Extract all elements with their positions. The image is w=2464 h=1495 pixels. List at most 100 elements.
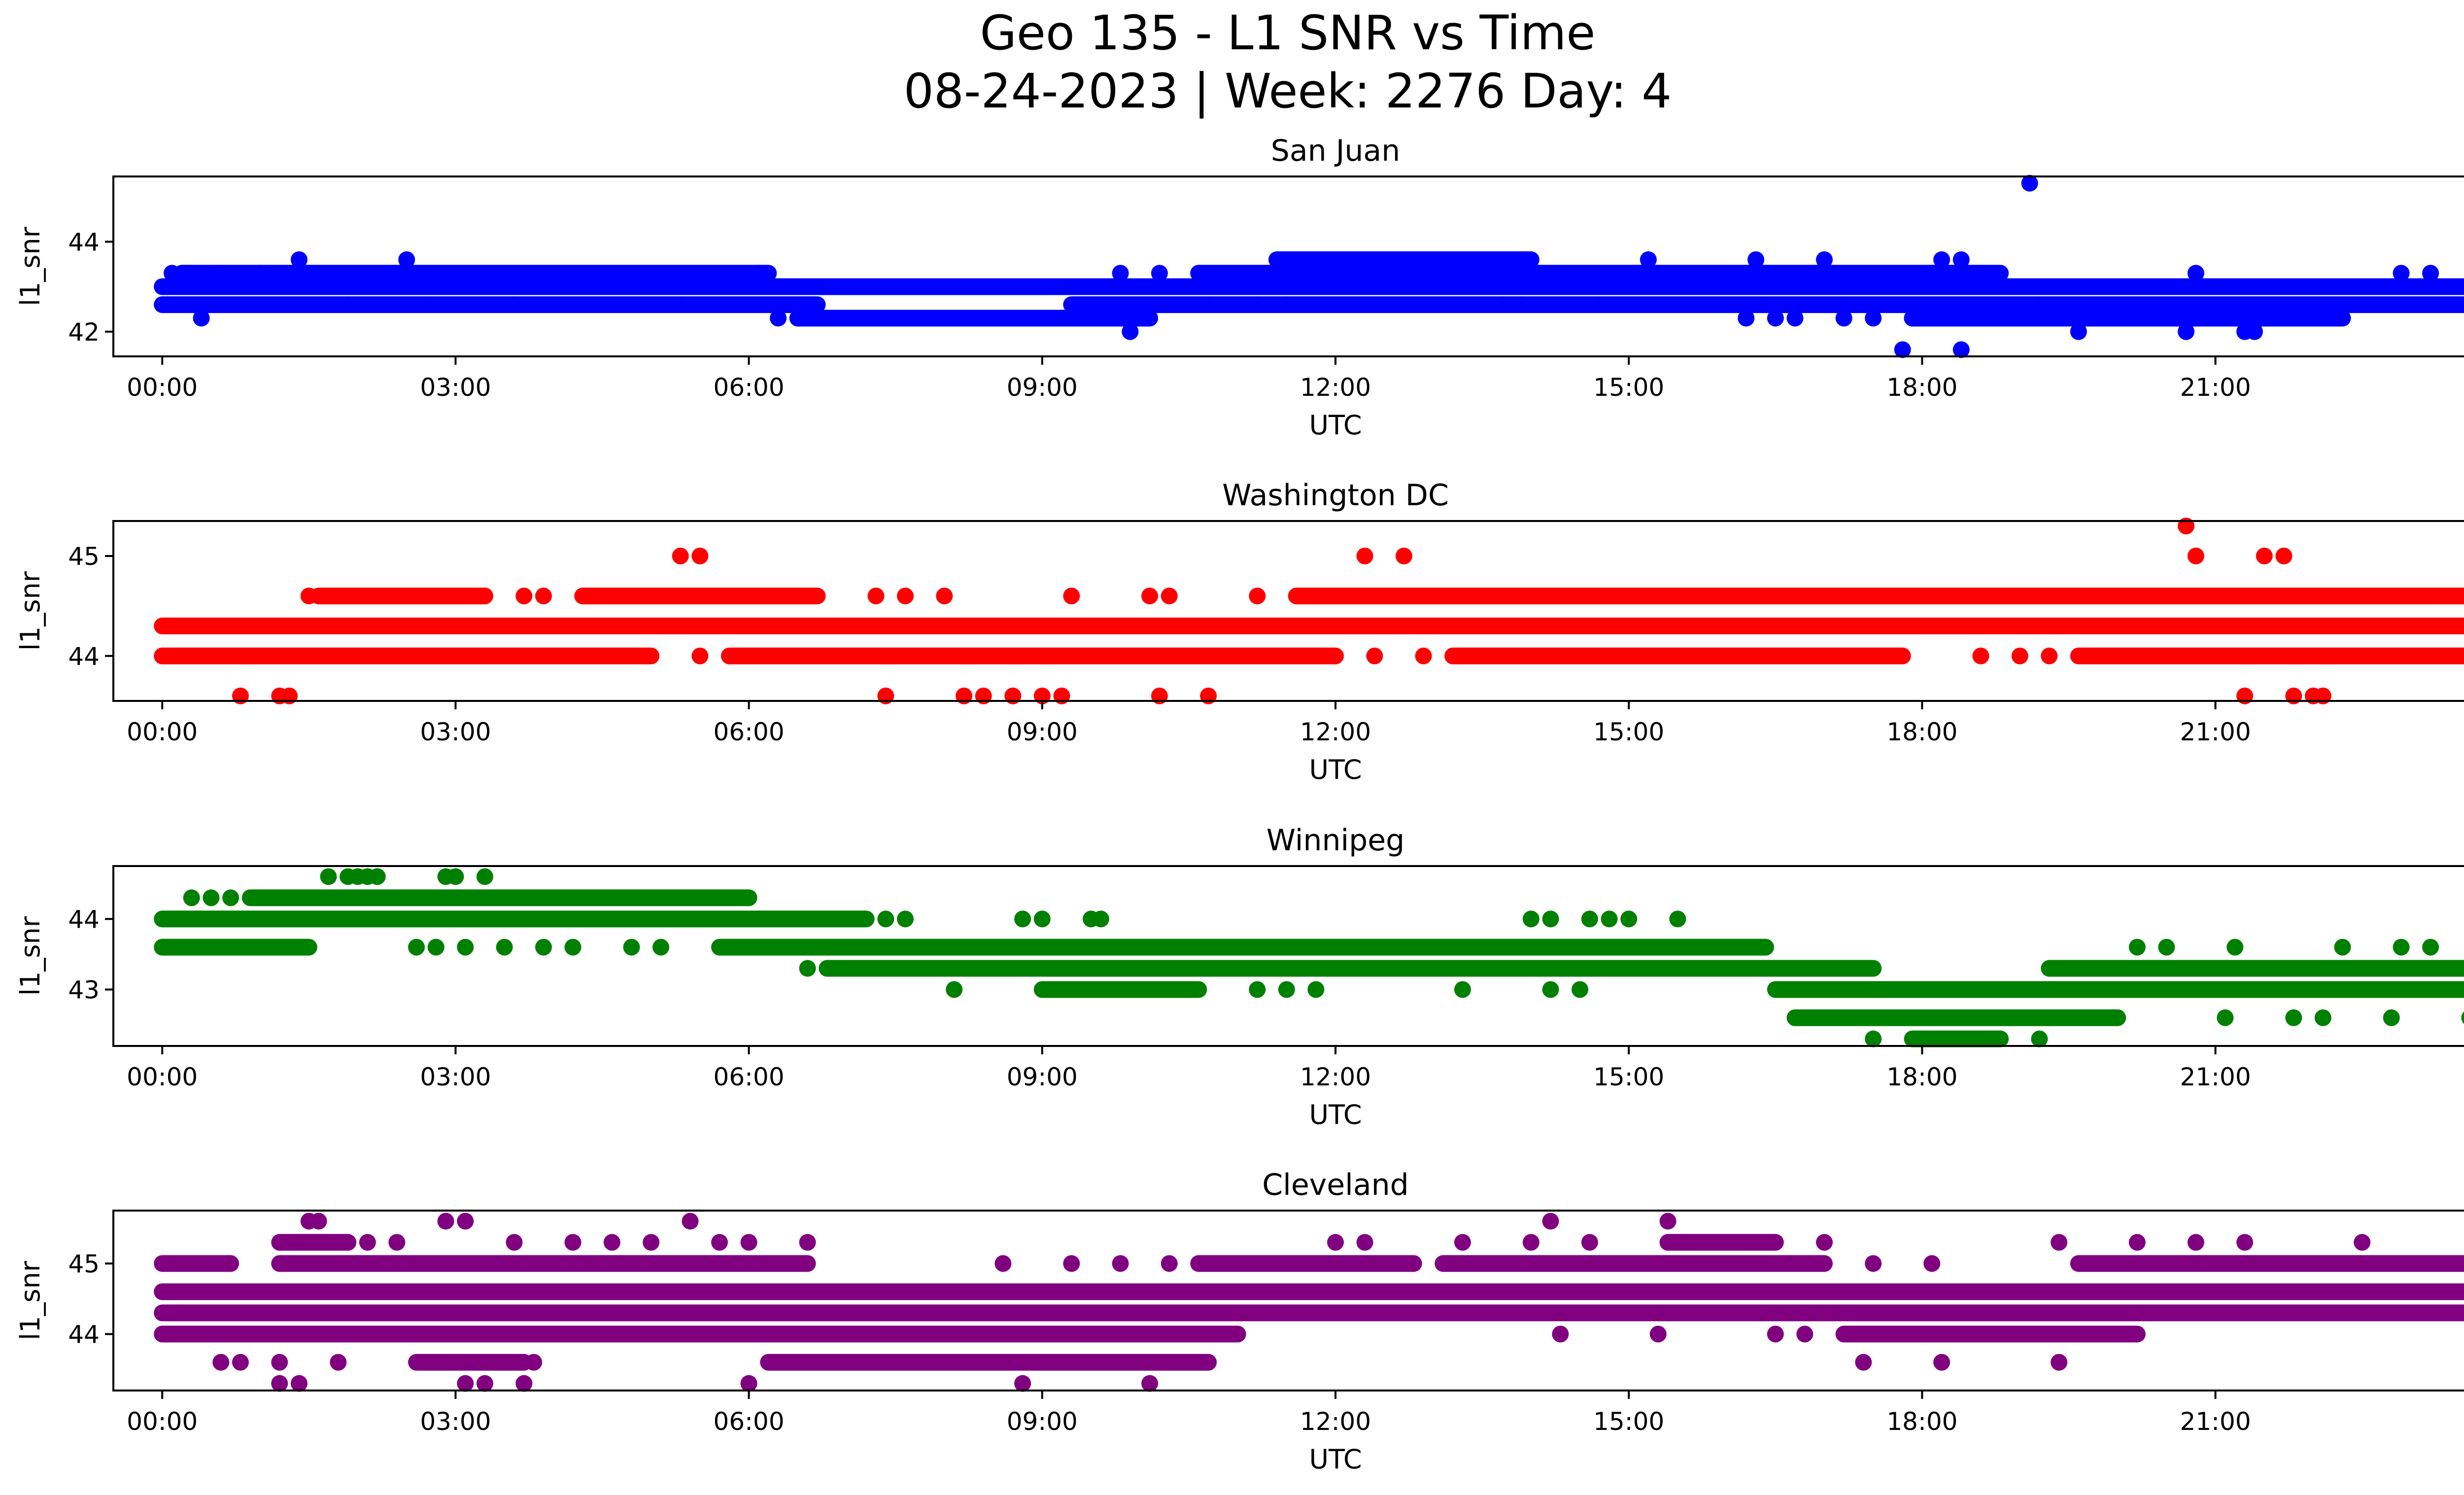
- data-point: [1542, 981, 1559, 998]
- subplot-3: Winnipeg 00:00 03:00 06:00 09:00 12:00 15:00 18…: [15, 823, 2464, 1130]
- y-tick-label: 44: [68, 1320, 100, 1349]
- data-point: [867, 588, 885, 605]
- data-point: [1972, 647, 1989, 664]
- data-point: [2041, 1009, 2058, 1026]
- x-tick-label: 12:00: [1300, 718, 1371, 746]
- y-axis-label: l1_snr: [15, 226, 46, 306]
- marker-band: [241, 889, 757, 906]
- x-tick-label: 09:00: [1007, 1063, 1078, 1091]
- data-point: [457, 1213, 474, 1230]
- data-point: [1141, 1375, 1159, 1392]
- marker-band: [154, 617, 2464, 634]
- subplot-4: Cleveland 00:00 03:00 06:00 09:00 12:00 15:00 1…: [15, 1168, 2464, 1475]
- data-point: [1063, 588, 1080, 605]
- data-point: [525, 1354, 543, 1371]
- data-point: [691, 547, 709, 564]
- data-point: [2128, 939, 2146, 956]
- figure-title-line2: 08-24-2023 | Week: 2276 Day: 4: [904, 64, 1672, 119]
- marker-band: [720, 647, 1344, 664]
- marker-band: [1268, 251, 1540, 268]
- marker-band: [154, 1255, 240, 1272]
- data-point: [643, 1234, 660, 1251]
- data-point: [2128, 1234, 2146, 1251]
- data-point: [1307, 981, 1325, 998]
- data-point: [515, 588, 533, 605]
- data-point: [290, 251, 308, 268]
- marker-band: [408, 1354, 533, 1371]
- data-point: [711, 1234, 728, 1251]
- y-axis-label: l1_snr: [15, 1260, 46, 1340]
- data-point: [1063, 1255, 1080, 1272]
- data-point: [476, 1375, 493, 1392]
- data-point: [1092, 910, 1109, 928]
- data-point: [2431, 588, 2449, 605]
- data-point: [2031, 1030, 2048, 1047]
- y-tick-label: 44: [68, 642, 100, 671]
- data-point: [398, 251, 415, 268]
- data-point: [1356, 547, 1373, 564]
- data-point: [1522, 910, 1540, 928]
- data-point: [975, 278, 992, 295]
- data-point: [1151, 265, 1168, 282]
- data-point: [164, 265, 181, 282]
- x-tick-label: 06:00: [714, 1063, 785, 1091]
- data-point: [936, 588, 953, 605]
- data-point: [2383, 1009, 2400, 1026]
- y-tick-label: 45: [68, 1250, 100, 1278]
- data-point: [1552, 1325, 1569, 1343]
- data-point: [2187, 547, 2204, 564]
- marker-band: [1835, 1325, 2146, 1343]
- data-point: [1581, 910, 1598, 928]
- series-markers: [154, 518, 2464, 704]
- series-markers: [154, 1213, 2464, 1392]
- x-tick-label: 15:00: [1593, 373, 1664, 402]
- data-point: [1952, 251, 1970, 268]
- data-point: [1767, 310, 1784, 327]
- series-markers: [154, 868, 2464, 1047]
- subplots-group: San Juan 00:00 03:00 06:00 09:00 12:00 15:00 18…: [15, 134, 2464, 1475]
- data-point: [2021, 174, 2038, 192]
- marker-band: [154, 1304, 2464, 1321]
- data-point: [672, 296, 689, 313]
- data-point: [1904, 310, 1921, 327]
- marker-band: [154, 278, 2464, 295]
- data-point: [877, 910, 894, 928]
- marker-band: [1288, 588, 2464, 605]
- marker-band: [154, 296, 826, 313]
- data-point: [1415, 647, 1432, 664]
- data-point: [770, 310, 787, 327]
- marker-band: [1435, 1255, 1833, 1272]
- x-tick-label: 09:00: [1007, 373, 1078, 402]
- data-point: [222, 889, 240, 906]
- subplot-2: Washington DC 00:00 03:00 06:00 09:00 12:00 15…: [15, 478, 2464, 785]
- marker-band: [2041, 960, 2464, 977]
- data-point: [1620, 910, 1638, 928]
- data-point: [799, 1234, 816, 1251]
- data-point: [603, 1234, 620, 1251]
- x-tick-label: 06:00: [714, 373, 785, 402]
- data-point: [682, 1213, 699, 1230]
- y-tick-label: 45: [68, 542, 100, 571]
- data-point: [857, 278, 875, 295]
- x-axis-label: UTC: [1309, 1444, 1362, 1475]
- data-point: [1816, 251, 1833, 268]
- data-point: [1542, 1213, 1559, 1230]
- data-point: [232, 1354, 249, 1371]
- marker-band: [154, 647, 660, 664]
- y-axis-label: l1_snr: [15, 916, 46, 996]
- data-point: [369, 868, 386, 885]
- x-tick-label: 15:00: [1593, 1407, 1664, 1436]
- marker-band: [173, 265, 777, 282]
- data-point: [1865, 1030, 1882, 1047]
- data-point: [916, 278, 933, 295]
- x-tick-label: 18:00: [1886, 1407, 1957, 1436]
- data-point: [564, 1234, 582, 1251]
- marker-band: [1190, 265, 2009, 282]
- data-point: [447, 868, 464, 885]
- data-point: [2236, 1234, 2254, 1251]
- data-point: [203, 889, 220, 906]
- data-point: [212, 1354, 230, 1371]
- y-tick-label: 44: [68, 228, 100, 256]
- marker-band: [1767, 981, 2464, 998]
